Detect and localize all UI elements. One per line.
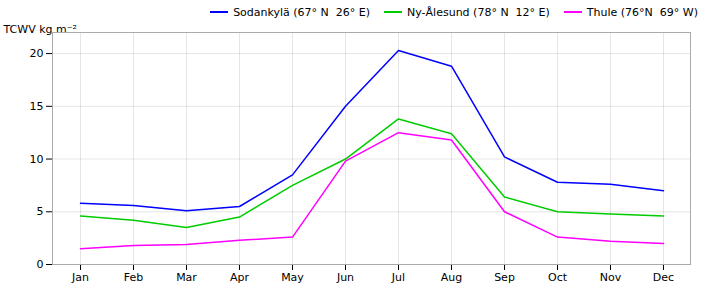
svg-text:TCWV kg m⁻²: TCWV kg m⁻²: [3, 23, 77, 36]
svg-text:15: 15: [30, 100, 44, 113]
svg-text:5: 5: [37, 205, 44, 218]
svg-text:Aug: Aug: [441, 271, 462, 284]
svg-text:20: 20: [30, 47, 44, 60]
svg-text:Jun: Jun: [336, 271, 354, 284]
html-text:Thule (76°N 69° W): Thule (76°N 69° W): [586, 5, 698, 19]
svg-text:Sep: Sep: [494, 271, 515, 284]
svg-text:Jul: Jul: [391, 271, 405, 284]
svg-text:0: 0: [37, 258, 44, 271]
svg-text:Jan: Jan: [71, 271, 89, 284]
svg-text:Oct: Oct: [548, 271, 568, 284]
svg-text:Mar: Mar: [176, 271, 197, 284]
svg-text:10: 10: [30, 153, 44, 166]
svg-text:Nov: Nov: [600, 271, 622, 284]
svg-text:May: May: [281, 271, 304, 284]
svg-text:Dec: Dec: [653, 271, 674, 284]
html-text:Ny-Ålesund (78° N 12° E): Ny-Ålesund (78° N 12° E): [407, 5, 550, 19]
svg-text:Apr: Apr: [230, 271, 250, 284]
svg-text:Feb: Feb: [124, 271, 143, 284]
html-text:Sodankylä (67° N 26° E): Sodankylä (67° N 26° E): [233, 5, 371, 19]
